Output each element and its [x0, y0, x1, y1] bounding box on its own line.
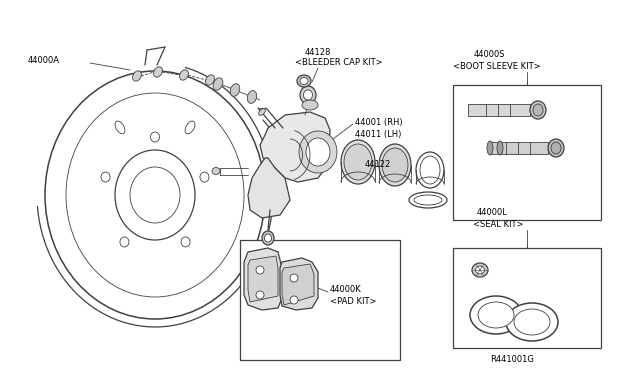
Ellipse shape: [262, 231, 274, 245]
Polygon shape: [280, 258, 318, 310]
Ellipse shape: [476, 266, 484, 274]
Ellipse shape: [115, 121, 125, 134]
Bar: [490, 142, 548, 154]
Ellipse shape: [514, 309, 550, 335]
Text: <PAD KIT>: <PAD KIT>: [330, 297, 376, 306]
Text: <BOOT SLEEVE KIT>: <BOOT SLEEVE KIT>: [453, 62, 541, 71]
Ellipse shape: [185, 121, 195, 134]
Ellipse shape: [290, 274, 298, 282]
Ellipse shape: [299, 131, 337, 173]
Polygon shape: [248, 256, 278, 302]
Ellipse shape: [259, 109, 266, 115]
Ellipse shape: [120, 237, 129, 247]
Text: 44000L: 44000L: [477, 208, 508, 217]
Text: 44000K: 44000K: [330, 285, 362, 294]
Ellipse shape: [154, 67, 163, 77]
Ellipse shape: [256, 266, 264, 274]
Ellipse shape: [478, 302, 514, 328]
Ellipse shape: [256, 291, 264, 299]
Ellipse shape: [212, 167, 220, 174]
Text: 44000A: 44000A: [28, 56, 60, 65]
Bar: [453, 248, 601, 348]
Ellipse shape: [205, 75, 214, 85]
Bar: [468, 104, 530, 116]
Ellipse shape: [551, 142, 561, 154]
Ellipse shape: [303, 90, 312, 100]
Text: 44128: 44128: [305, 48, 332, 57]
Ellipse shape: [341, 140, 375, 184]
Text: <SEAL KIT>: <SEAL KIT>: [473, 220, 524, 229]
Ellipse shape: [533, 104, 543, 116]
Ellipse shape: [409, 192, 447, 208]
Ellipse shape: [548, 139, 564, 157]
Ellipse shape: [132, 71, 141, 81]
Ellipse shape: [506, 303, 558, 341]
Ellipse shape: [300, 86, 316, 104]
Polygon shape: [260, 112, 330, 182]
Ellipse shape: [472, 263, 488, 277]
Ellipse shape: [344, 144, 372, 180]
Polygon shape: [282, 264, 314, 305]
Ellipse shape: [264, 234, 271, 242]
Text: 44011 (LH): 44011 (LH): [355, 130, 401, 139]
Ellipse shape: [130, 167, 180, 223]
Ellipse shape: [306, 138, 330, 166]
Ellipse shape: [416, 152, 444, 188]
Polygon shape: [244, 248, 282, 310]
Text: 44001 (RH): 44001 (RH): [355, 118, 403, 127]
Ellipse shape: [101, 172, 110, 182]
Ellipse shape: [247, 91, 257, 103]
Ellipse shape: [382, 148, 408, 182]
Text: 44122: 44122: [365, 160, 391, 169]
Ellipse shape: [66, 93, 244, 297]
Ellipse shape: [487, 141, 493, 155]
Text: 44000S: 44000S: [474, 50, 506, 59]
Ellipse shape: [420, 156, 440, 184]
Ellipse shape: [230, 84, 240, 96]
Ellipse shape: [200, 172, 209, 182]
Ellipse shape: [181, 237, 190, 247]
Polygon shape: [248, 158, 290, 218]
Ellipse shape: [115, 150, 195, 240]
Ellipse shape: [150, 132, 159, 142]
Ellipse shape: [379, 144, 411, 186]
Ellipse shape: [302, 100, 318, 110]
Ellipse shape: [414, 195, 442, 205]
Text: <BLEEDER CAP KIT>: <BLEEDER CAP KIT>: [295, 58, 383, 67]
Ellipse shape: [497, 141, 503, 155]
Ellipse shape: [213, 78, 223, 90]
Ellipse shape: [300, 77, 308, 84]
Ellipse shape: [45, 71, 265, 319]
Ellipse shape: [180, 70, 188, 80]
Ellipse shape: [297, 75, 311, 87]
Ellipse shape: [290, 296, 298, 304]
Bar: [240, 240, 400, 360]
Ellipse shape: [530, 101, 546, 119]
Ellipse shape: [470, 296, 522, 334]
Bar: [453, 85, 601, 220]
Text: R441001G: R441001G: [490, 355, 534, 364]
